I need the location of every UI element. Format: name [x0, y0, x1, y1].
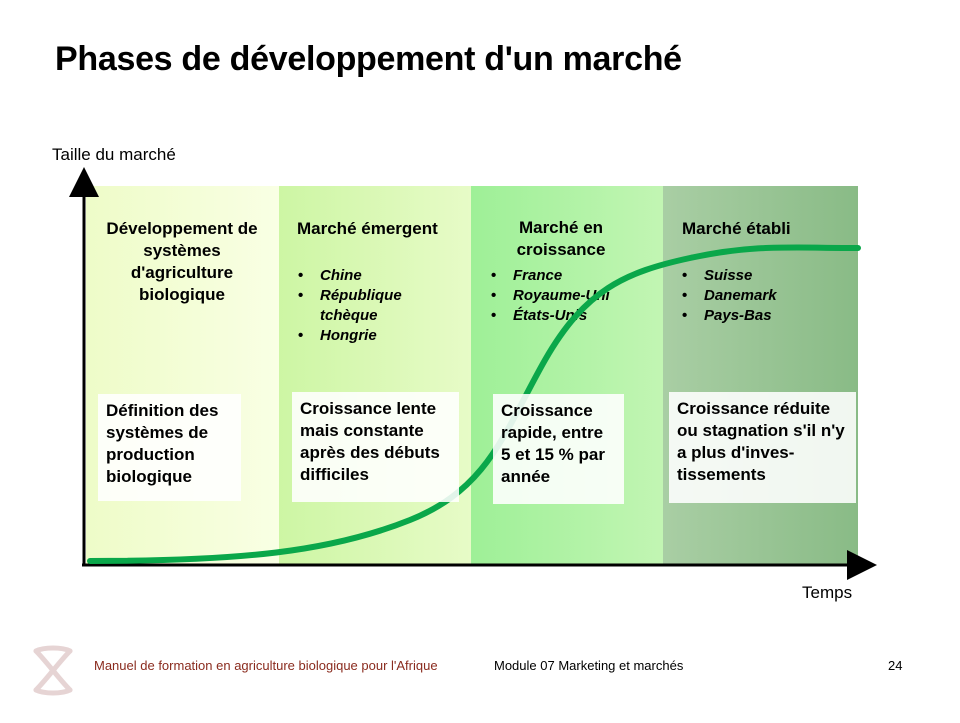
phase-description-growth: Croissance rapide, entre 5 et 15 % par a…	[493, 394, 624, 504]
organic-logo-icon	[33, 645, 73, 696]
x-axis-label: Temps	[802, 583, 853, 602]
phase-title-development: Développement de systèmes d'agriculture …	[106, 219, 258, 304]
phase-title-established: Marché établi	[682, 219, 791, 238]
phase-description-emerging: Croissance lente mais constante après de…	[292, 392, 459, 502]
phase-description-established: Croissance réduite ou stagnation s'il n'…	[669, 392, 856, 503]
footer-manual-title: Manuel de formation en agriculture biolo…	[94, 658, 438, 673]
phase-description-development: Définition des systèmes de production bi…	[98, 394, 241, 501]
phase-title-emerging: Marché émergent	[297, 219, 438, 238]
country-item: France	[489, 266, 649, 286]
slide-title: Phases de développement d'un marché	[55, 40, 682, 78]
country-item: États-Unis	[489, 306, 649, 326]
footer-page-number: 24	[888, 658, 903, 673]
country-list-established: Suisse Danemark Pays-Bas	[680, 266, 840, 326]
country-item: Danemark	[680, 286, 840, 306]
country-list-emerging: Chine République tchèque Hongrie	[296, 266, 446, 346]
phase-panel-development	[86, 186, 279, 564]
footer-module: Module 07 Marketing et marchés	[494, 658, 684, 673]
country-item: République tchèque	[296, 286, 446, 326]
growth-curve	[87, 244, 861, 564]
country-list-growth: France Royaume-Uni États-Unis	[489, 266, 649, 326]
phase-title-growth: Marché en croissance	[516, 218, 606, 259]
y-axis-label: Taille du marché	[52, 145, 176, 164]
country-item: Suisse	[680, 266, 840, 286]
country-item: Hongrie	[296, 326, 446, 346]
country-item: Pays-Bas	[680, 306, 840, 326]
country-item: Chine	[296, 266, 446, 286]
country-item: Royaume-Uni	[489, 286, 649, 306]
